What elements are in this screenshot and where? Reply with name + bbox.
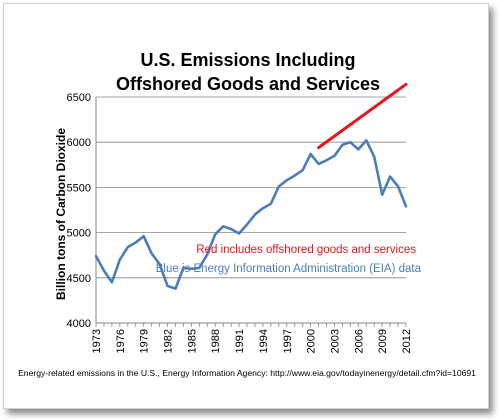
y-tick-label: 4500	[67, 273, 91, 285]
y-tick-label: 6000	[67, 137, 91, 149]
y-tick-label: 5000	[67, 228, 91, 240]
y-tick-label: 5500	[67, 182, 91, 194]
source-note: Energy-related emissions in the U.S., En…	[18, 368, 476, 378]
x-tick-label: 2003	[329, 329, 341, 353]
x-tick-label: 1991	[234, 329, 246, 353]
annotation-red: Red includes offshored goods and service…	[196, 244, 416, 256]
emissions-chart: 4000 4500 5000 5500 6000 6500 1973 1976 1979 1982…	[18, 50, 476, 378]
x-tick-label: 1973	[91, 329, 103, 353]
x-tick-label: 2000	[306, 329, 318, 353]
x-tick-label: 1988	[210, 329, 222, 353]
x-tick-label: 2006	[353, 329, 365, 353]
y-tick-label: 6500	[67, 92, 91, 104]
x-tick-label: 1997	[282, 329, 294, 353]
chart-frame: 4000 4500 5000 5500 6000 6500 1973 1976 1979 1982…	[3, 3, 489, 409]
x-tick-label: 1994	[258, 329, 270, 353]
x-tick-label: 1982	[163, 329, 175, 353]
chart-title-line-2: Offshored Goods and Services	[116, 74, 380, 94]
x-tick-label: 1976	[115, 329, 127, 353]
x-tick-label: 2012	[401, 329, 413, 353]
x-tick-label: 2009	[377, 329, 389, 353]
annotation-blue: Blue is Energy Information Administratio…	[156, 263, 422, 275]
series-line-blue	[94, 139, 408, 290]
y-tick-label: 4000	[67, 318, 91, 330]
x-tick-label: 1979	[139, 329, 151, 353]
series-line-red	[317, 82, 408, 150]
chart-title-line-1: U.S. Emissions Including	[140, 50, 355, 70]
x-tick-label: 1985	[186, 329, 198, 353]
y-axis-label: Billion tons of Carbon Dioxide	[54, 128, 68, 300]
